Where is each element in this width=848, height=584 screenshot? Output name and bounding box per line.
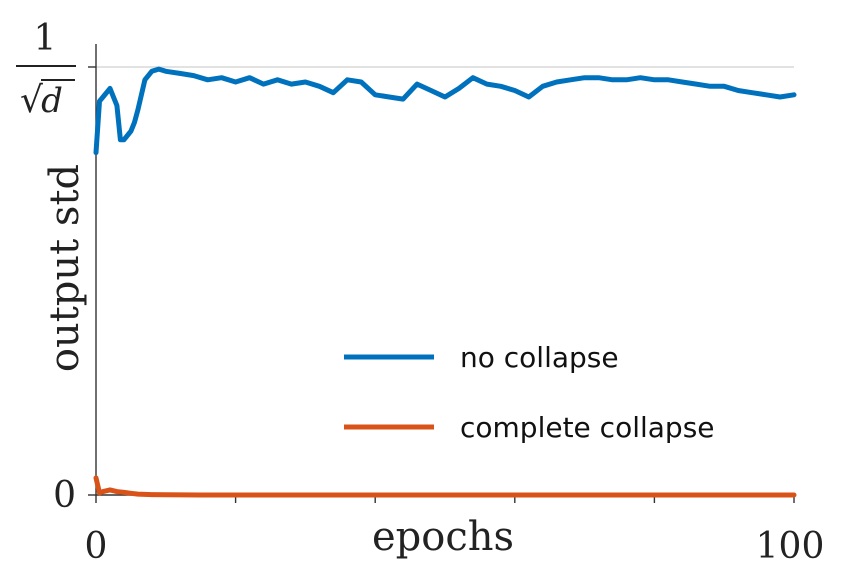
series-line-no-collapse xyxy=(93,66,797,156)
y-axis-label: output std xyxy=(42,164,88,372)
legend-label-complete-collapse: complete collapse xyxy=(460,411,715,444)
y-tick-label-0: 0 xyxy=(53,475,76,516)
x-axis-label: epochs xyxy=(372,514,514,560)
fraction-numerator: 1 xyxy=(34,18,57,59)
legend: no collapse complete collapse xyxy=(344,341,715,444)
x-tick-label-0: 0 xyxy=(85,526,108,567)
radical-sign: √ xyxy=(20,80,43,121)
y-tick-label-inv-sqrt-d: 1 √ d xyxy=(16,18,76,121)
fraction-denominator: d xyxy=(41,81,63,121)
legend-label-no-collapse: no collapse xyxy=(460,341,619,374)
x-tick-label-100: 100 xyxy=(756,526,825,567)
y-ticks xyxy=(88,66,96,496)
series-line-complete-collapse xyxy=(93,475,797,498)
